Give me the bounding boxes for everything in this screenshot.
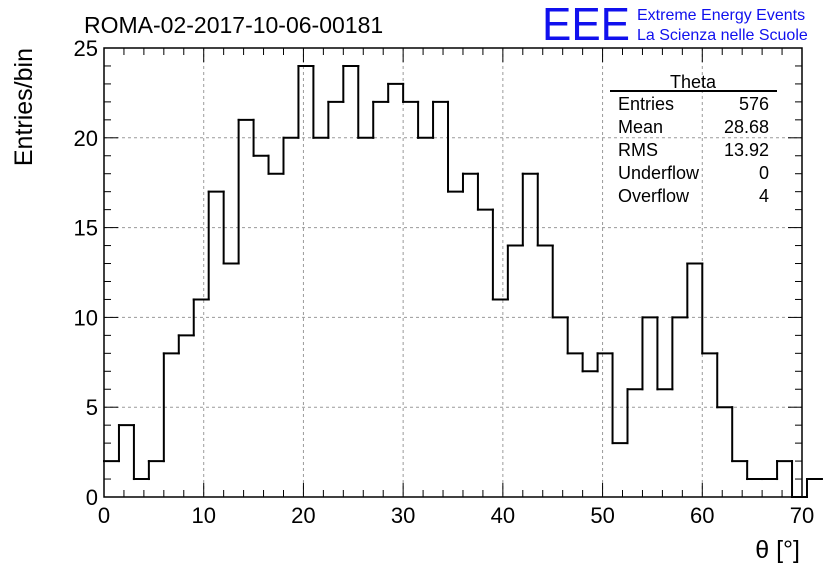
stats-label: RMS (618, 140, 658, 160)
stats-label: Mean (618, 117, 663, 137)
logo-tagline-1: Extreme Energy Events (637, 7, 805, 24)
y-tick-label: 5 (86, 395, 98, 420)
stats-value: 0 (759, 163, 769, 183)
stats-rows: Entries 576 Mean 28.68 RMS 13.92 Underflow 0 Ove… (618, 94, 769, 206)
x-tick-label: 70 (790, 503, 814, 528)
run-title: ROMA-02-2017-10-06-00181 (84, 12, 383, 38)
stats-value: 13.92 (724, 140, 769, 160)
y-tick-label: 10 (74, 305, 98, 330)
stats-box: Theta Entries 576 Mean 28.68 RMS 13.92 Underfl… (610, 72, 777, 206)
x-axis-label: θ [°] (755, 536, 800, 564)
stats-label: Overflow (618, 186, 690, 206)
x-tick-label: 30 (391, 503, 415, 528)
y-tick-label: 15 (74, 216, 98, 241)
logo-tagline-2: La Scienza nelle Scuole (637, 27, 808, 44)
x-tick-label: 20 (291, 503, 315, 528)
histogram-series (103, 64, 823, 498)
x-tick-label: 10 (191, 503, 215, 528)
x-tick-label: 40 (491, 503, 515, 528)
stats-value: 4 (759, 186, 769, 206)
y-tick-label: 20 (74, 126, 98, 151)
stats-value: 28.68 (724, 117, 769, 137)
stats-label: Underflow (618, 163, 700, 183)
logo-eee-text: EEE (542, 0, 630, 50)
y-tick-label: 0 (86, 485, 98, 510)
x-tick-label: 0 (98, 503, 110, 528)
stats-label: Entries (618, 94, 674, 114)
eee-logo: EEE Extreme Energy Events La Scienza nel… (542, 0, 808, 50)
x-tick-label: 50 (590, 503, 614, 528)
plot-frame (103, 47, 803, 498)
x-tick-label: 60 (690, 503, 714, 528)
y-axis-label: Entries/bin (10, 48, 38, 166)
axis-ticks (103, 47, 803, 498)
stats-title: Theta (670, 72, 717, 92)
y-tick-label: 25 (74, 36, 98, 61)
stats-value: 576 (739, 94, 769, 114)
